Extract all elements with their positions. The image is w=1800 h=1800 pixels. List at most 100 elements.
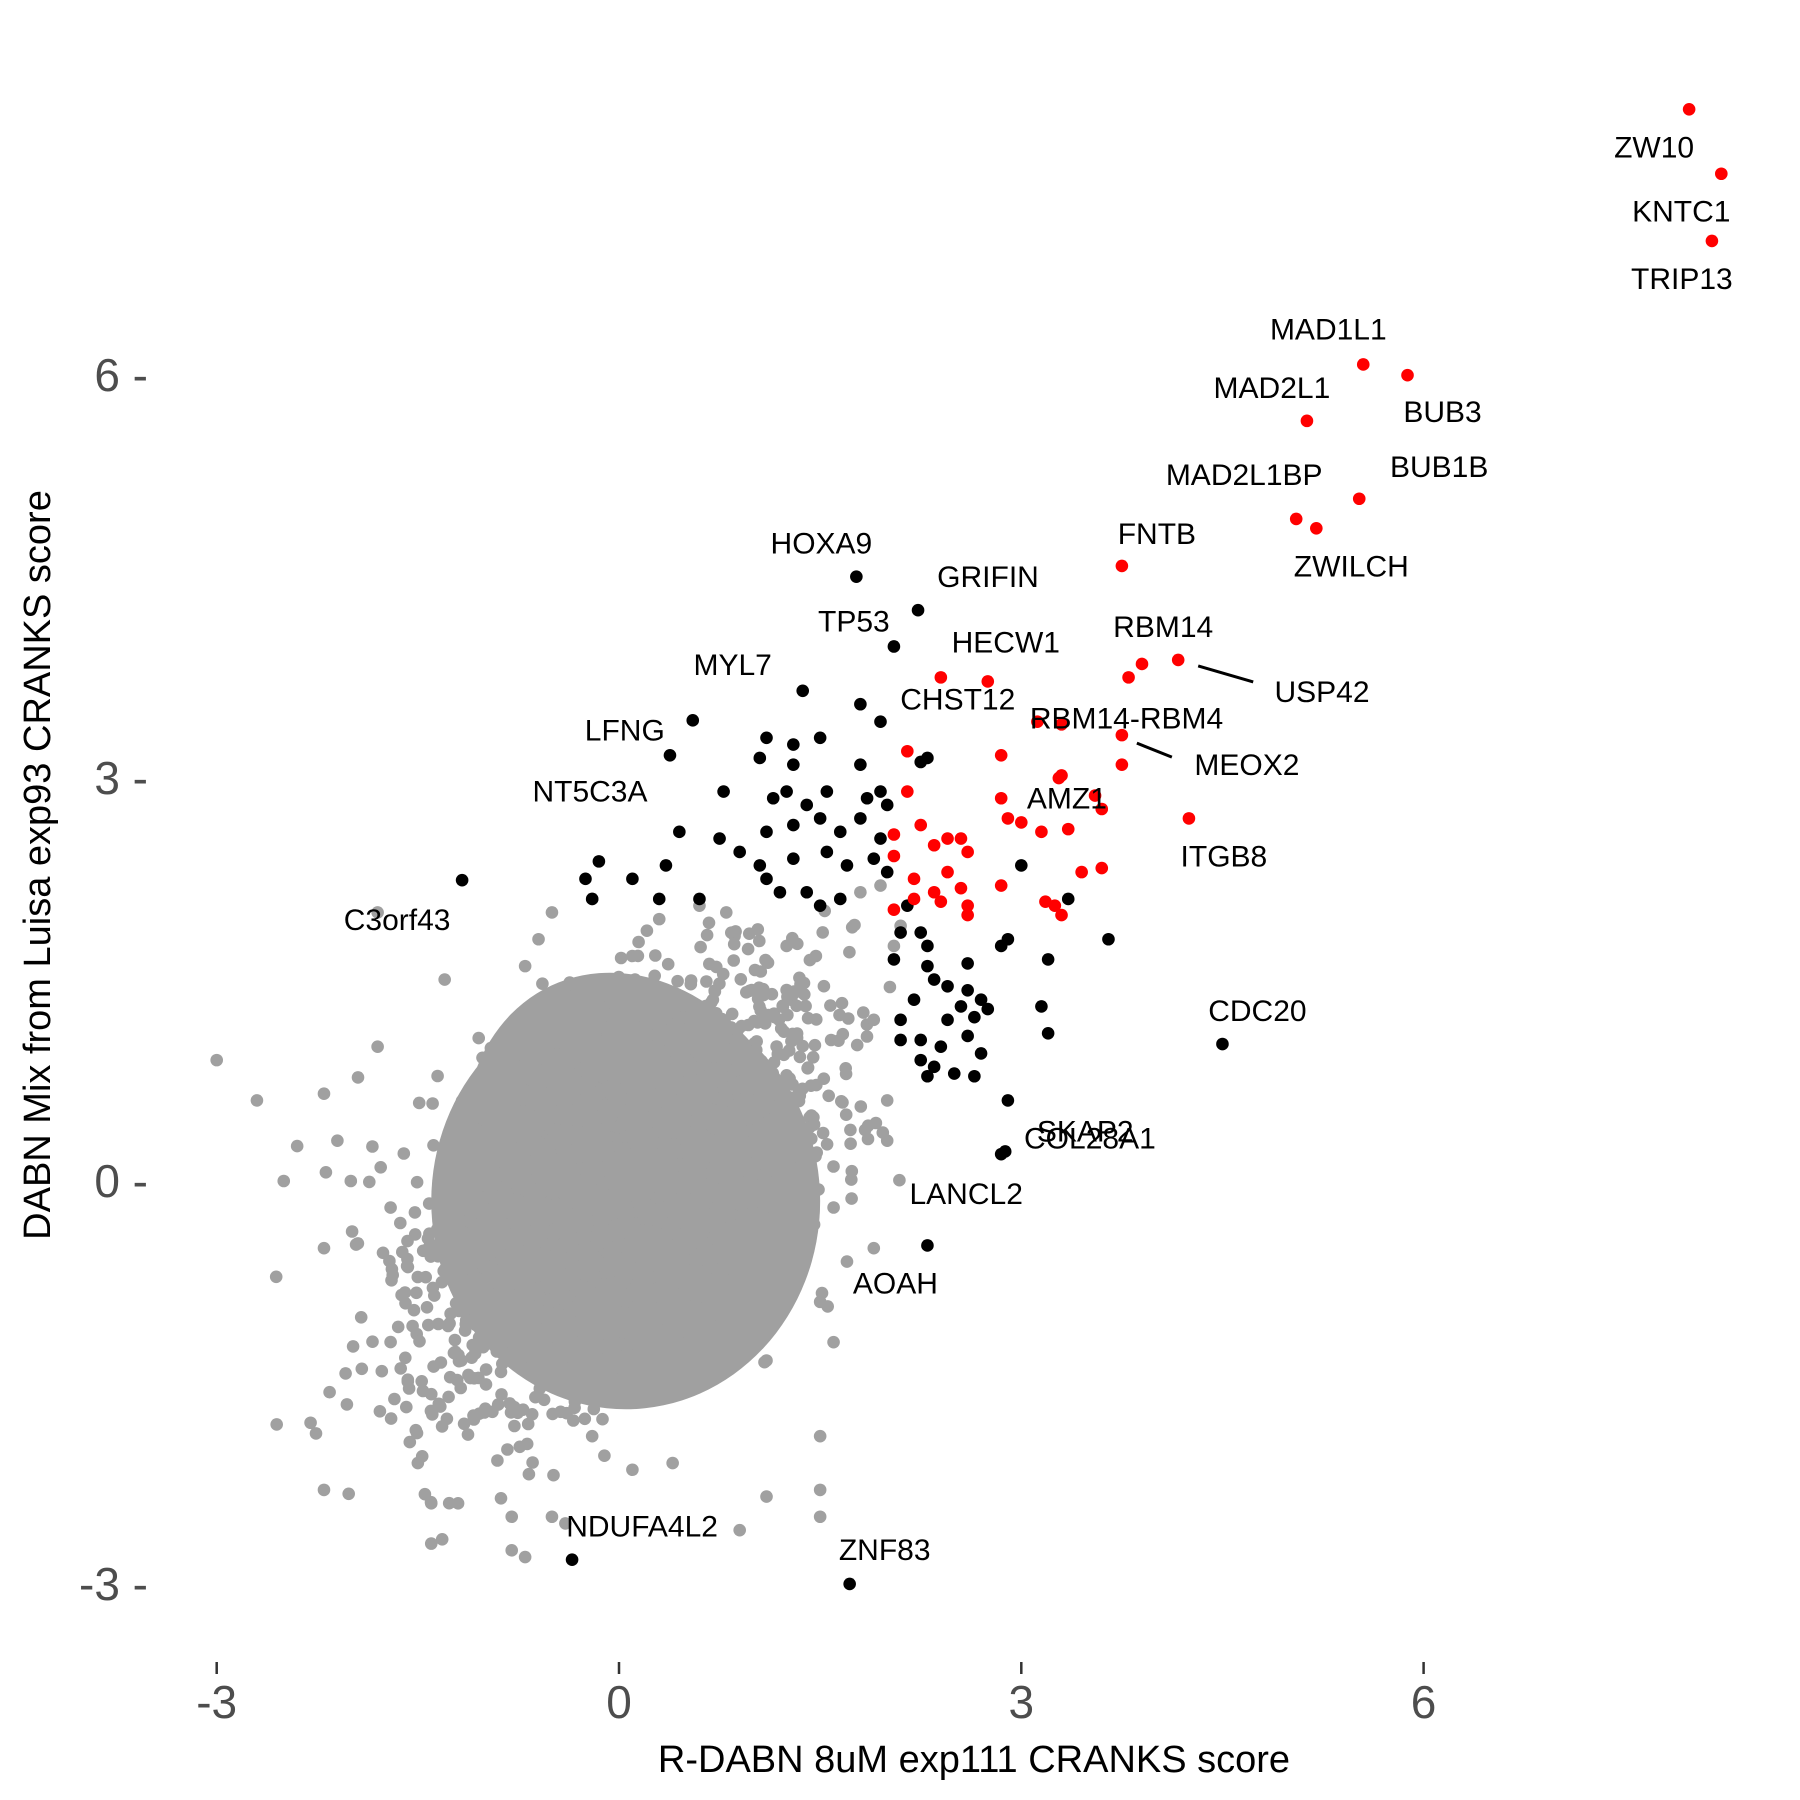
background-point xyxy=(269,1270,283,1284)
background-point xyxy=(598,1034,611,1048)
background-point xyxy=(742,1073,756,1087)
background-point xyxy=(661,1160,674,1174)
background-point xyxy=(532,932,545,946)
background-point xyxy=(626,1463,639,1477)
background-point xyxy=(317,1087,331,1101)
data-point xyxy=(914,926,928,939)
background-point xyxy=(706,1271,720,1285)
background-point xyxy=(426,1097,439,1110)
background-point xyxy=(504,1038,518,1051)
background-point xyxy=(403,1435,417,1449)
background-point xyxy=(617,1062,631,1076)
background-point xyxy=(780,939,793,953)
background-point xyxy=(210,1053,223,1067)
background-point xyxy=(555,1095,568,1108)
significant-points xyxy=(455,570,1229,1591)
background-point xyxy=(612,1238,625,1251)
background-point xyxy=(681,1127,695,1140)
data-point xyxy=(927,973,941,986)
background-point xyxy=(415,1375,429,1388)
data-point xyxy=(787,758,800,771)
background-point xyxy=(781,990,794,1004)
background-point xyxy=(613,1049,627,1063)
data-point xyxy=(1061,822,1075,836)
data-point xyxy=(961,957,974,970)
background-point xyxy=(467,1249,480,1263)
background-point xyxy=(448,1333,462,1347)
background-point xyxy=(634,1102,648,1115)
background-point xyxy=(448,1246,462,1259)
background-point xyxy=(689,1223,702,1236)
gene-label: MYL7 xyxy=(694,649,772,682)
background-point xyxy=(588,1098,601,1112)
data-point xyxy=(1001,932,1015,946)
background-point xyxy=(714,1037,727,1051)
background-point xyxy=(728,1283,741,1297)
background-point xyxy=(731,1147,744,1160)
background-point xyxy=(544,1037,558,1050)
leader-line xyxy=(1197,664,1254,684)
data-point xyxy=(760,731,773,745)
background-point xyxy=(398,1286,412,1299)
gene-label: NDUFA4L2 xyxy=(566,1511,718,1544)
background-point xyxy=(399,1351,412,1365)
background-point xyxy=(507,1156,521,1170)
data-point xyxy=(854,812,867,825)
background-point xyxy=(373,1405,387,1418)
background-point xyxy=(499,1320,512,1333)
background-point xyxy=(432,1317,445,1331)
background-point xyxy=(714,1332,728,1345)
background-point xyxy=(573,1231,587,1245)
background-point xyxy=(427,1139,440,1152)
x-tick-label: 6 xyxy=(1411,1676,1437,1728)
background-point xyxy=(397,1147,411,1160)
data-point xyxy=(968,1010,981,1024)
background-point xyxy=(458,1324,472,1337)
background-point xyxy=(495,1388,508,1401)
background-point xyxy=(519,1004,533,1018)
background-point xyxy=(424,1537,438,1550)
background-point xyxy=(582,1287,596,1301)
background-point xyxy=(541,1118,554,1132)
background-point xyxy=(345,1225,359,1238)
data-point xyxy=(766,791,780,805)
background-point xyxy=(537,1140,551,1153)
background-point xyxy=(467,1113,480,1127)
data-point xyxy=(921,1239,934,1252)
background-point xyxy=(624,1094,638,1107)
background-point xyxy=(442,1390,455,1404)
background-point xyxy=(615,1277,629,1291)
data-point xyxy=(585,892,599,906)
background-point xyxy=(618,1011,631,1024)
data-point xyxy=(592,855,606,868)
background-point xyxy=(611,1324,625,1338)
gene-label: CDC20 xyxy=(1208,995,1306,1028)
data-point xyxy=(874,715,887,728)
background-point xyxy=(480,1190,493,1204)
background-point xyxy=(680,1030,694,1044)
background-point xyxy=(457,1112,471,1126)
background-point xyxy=(533,1108,546,1122)
background-point xyxy=(411,1270,425,1284)
background-point xyxy=(785,1035,798,1048)
background-point xyxy=(559,1517,572,1530)
background-point xyxy=(718,1288,732,1301)
background-point xyxy=(612,1227,626,1240)
background-point xyxy=(794,977,807,991)
background-point xyxy=(501,1443,514,1456)
background-point xyxy=(490,1345,504,1358)
background-point xyxy=(718,1263,731,1276)
background-point xyxy=(880,1094,894,1107)
background-point xyxy=(541,1088,555,1102)
background-point xyxy=(655,1033,668,1047)
background-point xyxy=(290,1139,304,1153)
background-point xyxy=(554,1405,567,1419)
background-point xyxy=(554,1316,567,1329)
x-tick-label: -3 xyxy=(196,1676,237,1728)
y-tick-label: 0 - xyxy=(94,1155,148,1207)
background-point xyxy=(391,1320,405,1334)
background-point xyxy=(801,1062,814,1075)
background-point xyxy=(809,949,823,963)
background-point xyxy=(441,1319,455,1333)
background-point xyxy=(660,1261,673,1274)
